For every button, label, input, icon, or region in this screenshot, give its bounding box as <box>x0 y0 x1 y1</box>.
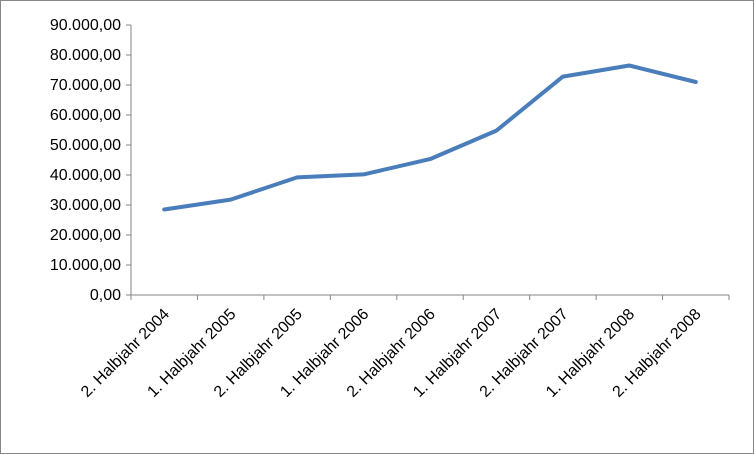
y-tick-label: 30.000,00 <box>50 197 121 214</box>
y-tick-label: 50.000,00 <box>50 137 121 154</box>
series-line <box>162 63 698 212</box>
y-axis-ticks: 0,00 10.000,00 20.000,00 30.000,00 40.000,00… <box>50 17 131 304</box>
y-tick-label: 40.000,00 <box>50 167 121 184</box>
y-tick-label: 10.000,00 <box>50 257 121 274</box>
y-tick-label: 70.000,00 <box>50 77 121 94</box>
y-tick-label: 0,00 <box>90 287 121 304</box>
y-tick-label: 60.000,00 <box>50 107 121 124</box>
y-tick-label: 20.000,00 <box>50 227 121 244</box>
y-tick-label: 90.000,00 <box>50 17 121 34</box>
y-tick-label: 80.000,00 <box>50 47 121 64</box>
